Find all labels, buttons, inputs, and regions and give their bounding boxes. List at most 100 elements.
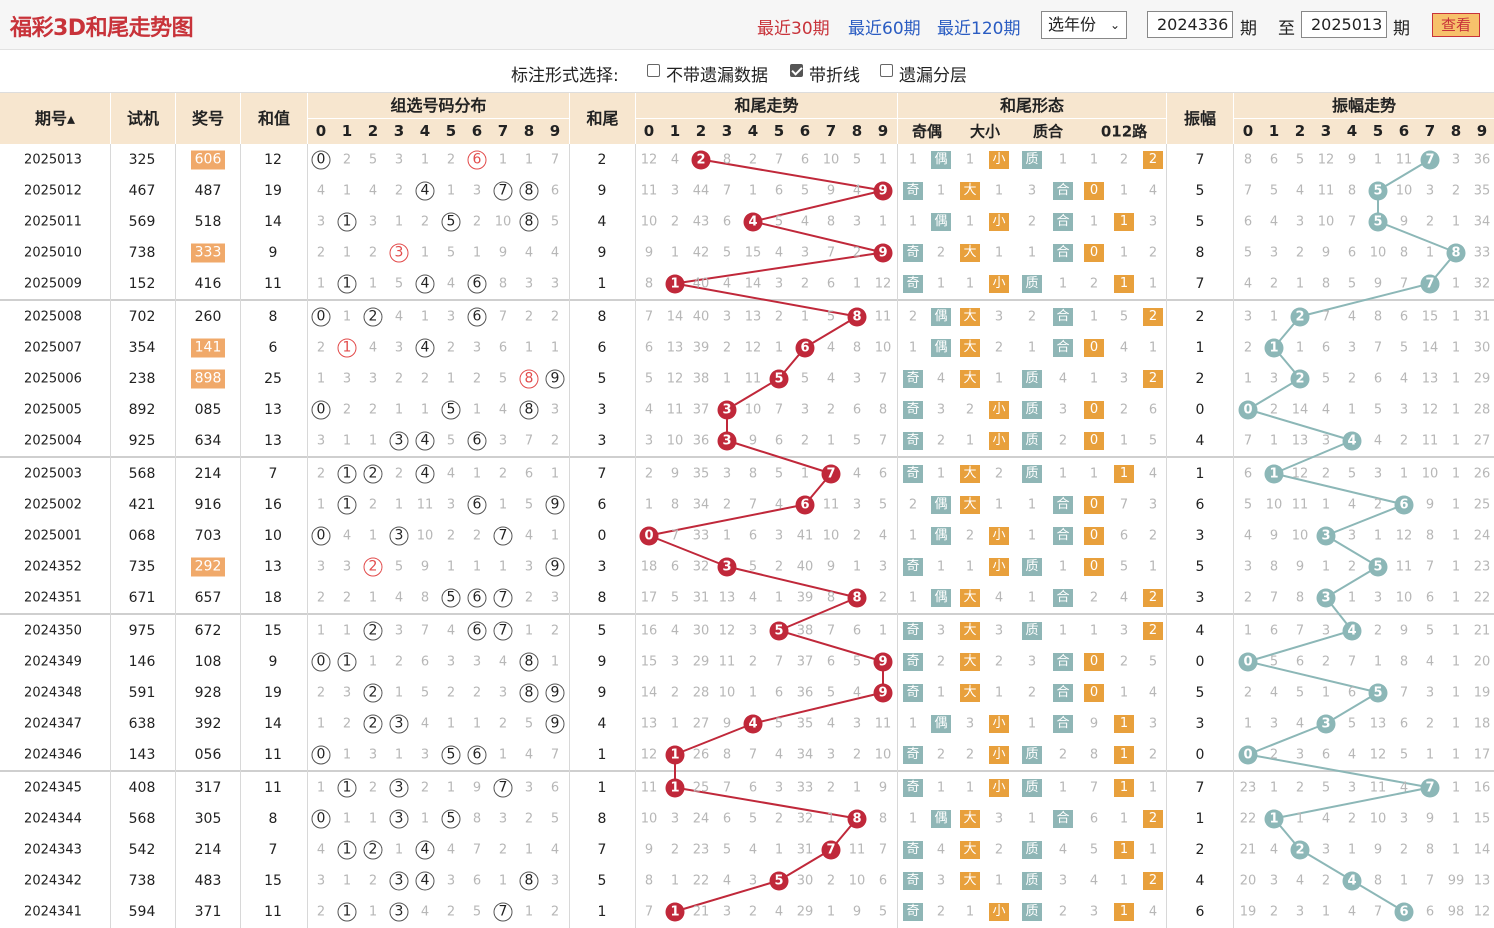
amplitude-omission: 6 bbox=[1347, 685, 1357, 700]
digit-omission: 2 bbox=[446, 340, 456, 355]
period-60-link[interactable]: 最近60期 bbox=[848, 19, 921, 39]
form-omission: 4 bbox=[936, 842, 946, 857]
amplitude-omission: 1 bbox=[1451, 559, 1461, 574]
amplitude-omission: 4 bbox=[1399, 371, 1409, 386]
amplitude-ball: 0 bbox=[1238, 745, 1258, 764]
period-120-link[interactable]: 最近120期 bbox=[937, 19, 1021, 39]
line-checkbox[interactable] bbox=[790, 64, 803, 77]
tail-omission: 34 bbox=[692, 497, 710, 512]
line-label[interactable]: 带折线 bbox=[809, 66, 860, 86]
group-divider bbox=[0, 299, 1494, 301]
draw-number-pair: 606 bbox=[191, 150, 225, 169]
road-tag: 0 bbox=[1084, 683, 1104, 702]
tail-omission: 10 bbox=[822, 528, 840, 543]
amplitude-value: 7 bbox=[1195, 151, 1205, 168]
form-omission: 2 bbox=[936, 654, 946, 669]
drawn-digit-circle: 8 bbox=[519, 369, 539, 388]
amplitude-value: 7 bbox=[1195, 275, 1205, 292]
tail-omission: 10 bbox=[666, 433, 684, 448]
issue-number: 2025008 bbox=[24, 309, 82, 324]
amplitude-ball: 4 bbox=[1342, 621, 1362, 640]
digit-omission: 7 bbox=[524, 433, 534, 448]
tail-ball: 9 bbox=[873, 181, 893, 200]
no-omission-label[interactable]: 不带遗漏数据 bbox=[666, 66, 768, 86]
drawn-digit-circle: 3 bbox=[389, 431, 409, 450]
drawn-digit-circle: 6 bbox=[467, 495, 487, 514]
draw-number: 634 bbox=[194, 432, 222, 449]
digit-omission: 1 bbox=[472, 245, 482, 260]
query-button[interactable]: 查看 bbox=[1432, 13, 1480, 37]
amplitude-omission: 1 bbox=[1451, 780, 1461, 795]
issue-number: 2024349 bbox=[24, 654, 82, 669]
amplitude-omission: 31 bbox=[1473, 309, 1491, 324]
tail-omission: 1 bbox=[852, 559, 862, 574]
amplitude-value: 5 bbox=[1195, 684, 1205, 701]
tail-omission: 13 bbox=[640, 716, 658, 731]
tail-omission: 7 bbox=[826, 245, 836, 260]
digit-omission: 2 bbox=[550, 623, 560, 638]
digit-omission: 3 bbox=[446, 497, 456, 512]
tail-omission: 1 bbox=[800, 309, 810, 324]
tail-omission: 2 bbox=[670, 842, 680, 857]
sum-value: 25 bbox=[264, 370, 282, 387]
digit-omission: 2 bbox=[316, 590, 326, 605]
form-omission: 1 bbox=[1058, 780, 1068, 795]
form-omission: 1 bbox=[936, 559, 946, 574]
lu-header: 012路 bbox=[1100, 122, 1148, 141]
form-omission: 2 bbox=[965, 402, 975, 417]
amplitude-omission: 99 bbox=[1447, 873, 1465, 888]
form-omission: 2 bbox=[1119, 152, 1129, 167]
end-period-input[interactable]: 2025013 bbox=[1301, 11, 1387, 38]
amplitude-omission: 3 bbox=[1373, 466, 1383, 481]
tail-ball: 7 bbox=[821, 464, 841, 483]
digit-omission: 2 bbox=[368, 402, 378, 417]
hewei-trend-segment bbox=[752, 691, 884, 725]
amplitude-ball: 8 bbox=[1446, 243, 1466, 262]
form-omission: 5 bbox=[1089, 842, 1099, 857]
tail-omission: 7 bbox=[878, 433, 888, 448]
form-tag: 偶 bbox=[931, 526, 951, 545]
road-tag: 1 bbox=[1114, 745, 1134, 764]
test-number: 354 bbox=[128, 339, 156, 356]
year-select[interactable]: 选年份 ⌄ bbox=[1041, 11, 1127, 39]
tail-omission: 30 bbox=[796, 873, 814, 888]
form-omission: 5 bbox=[1148, 654, 1158, 669]
tail-omission: 7 bbox=[644, 309, 654, 324]
tail-omission: 3 bbox=[852, 371, 862, 386]
no-omission-checkbox[interactable] bbox=[647, 64, 660, 77]
draw-number: 260 bbox=[194, 308, 222, 325]
layer-label[interactable]: 遗漏分层 bbox=[899, 66, 967, 86]
zuxuan-digit-header: 4 bbox=[419, 122, 431, 140]
amplitude-ball: 3 bbox=[1316, 526, 1336, 545]
amplitude-omission: 7 bbox=[1269, 590, 1279, 605]
layer-checkbox[interactable] bbox=[880, 64, 893, 77]
amplitude-omission: 1 bbox=[1399, 873, 1409, 888]
col-header-qihao[interactable]: 期号▴ bbox=[0, 93, 110, 144]
tail-omission: 1 bbox=[722, 528, 732, 543]
start-period-input[interactable]: 2024336 bbox=[1147, 11, 1233, 38]
form-tag: 大 bbox=[960, 621, 980, 640]
amplitude-omission: 4 bbox=[1295, 183, 1305, 198]
amplitude-value: 3 bbox=[1195, 589, 1205, 606]
road-tag: 1 bbox=[1114, 840, 1134, 859]
amplitude-omission: 2 bbox=[1269, 402, 1279, 417]
road-tag: 1 bbox=[1114, 714, 1134, 733]
digit-omission: 8 bbox=[472, 811, 482, 826]
amplitude-omission: 1 bbox=[1269, 309, 1279, 324]
tail-omission: 1 bbox=[644, 497, 654, 512]
tail-value: 3 bbox=[597, 432, 607, 449]
amplitude-ball: 6 bbox=[1394, 902, 1414, 921]
period-30-link[interactable]: 最近30期 bbox=[757, 19, 830, 39]
form-tag: 奇 bbox=[903, 652, 923, 671]
zhenfu-trend-segment bbox=[1247, 660, 1379, 694]
tail-omission: 35 bbox=[692, 466, 710, 481]
digit-omission: 4 bbox=[446, 466, 456, 481]
digit-omission: 2 bbox=[550, 309, 560, 324]
tail-omission: 8 bbox=[748, 466, 758, 481]
drawn-digit-circle: 6 bbox=[467, 274, 487, 293]
amplitude-omission: 29 bbox=[1473, 371, 1491, 386]
form-omission: 1 bbox=[1148, 780, 1158, 795]
amplitude-omission: 7 bbox=[1295, 623, 1305, 638]
digit-omission: 1 bbox=[342, 747, 352, 762]
test-number: 325 bbox=[128, 151, 156, 168]
